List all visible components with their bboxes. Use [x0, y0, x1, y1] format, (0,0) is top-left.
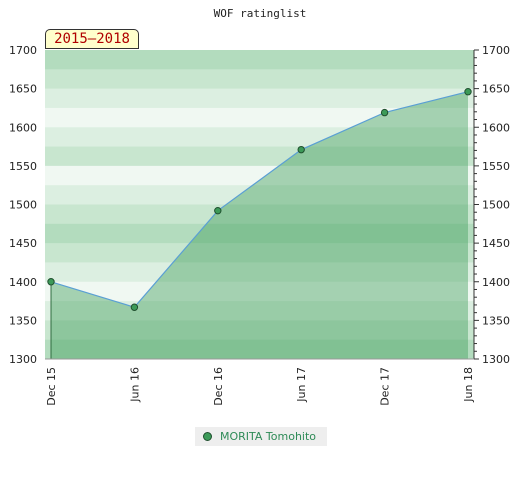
data-point [464, 88, 472, 96]
y-tick-label-left: 1500 [9, 199, 37, 212]
background-band [45, 127, 474, 148]
background-band [45, 223, 474, 244]
y-tick-label-right: 1300 [482, 353, 510, 366]
y-tick-label-left: 1400 [9, 276, 37, 289]
x-tick-label: Dec 16 [212, 367, 225, 406]
x-tick-label: Dec 15 [45, 367, 58, 406]
legend[interactable]: MORITA Tomohito [195, 427, 327, 446]
y-tick-label-right: 1400 [482, 276, 510, 289]
background-band [45, 301, 474, 321]
y-tick-label-right: 1500 [482, 199, 510, 212]
background-band [45, 339, 474, 360]
background-band [45, 165, 474, 186]
data-point [214, 206, 222, 215]
background-band [45, 69, 474, 90]
y-axis-left-ticks: 1300 1350 1400 1450 1500 1550 1600 1650 1700 [9, 44, 37, 366]
y-axis-right-ticks: 1300 1350 1400 1450 1500 1550 1600 1650 1700 [474, 44, 510, 366]
y-tick-label-left: 1350 [9, 314, 37, 327]
x-tick-label: Jun 16 [128, 367, 141, 403]
y-tick-label-right: 1600 [482, 121, 510, 134]
background-band [45, 320, 474, 341]
background-band [45, 185, 474, 205]
y-tick-label-left: 1300 [9, 353, 37, 366]
y-tick-label-left: 1550 [9, 160, 37, 173]
y-tick-label-left: 1650 [9, 83, 37, 96]
background-band [45, 262, 474, 283]
background-band [45, 88, 474, 109]
series-line [50, 91, 469, 308]
y-tick-label-right: 1650 [482, 83, 510, 96]
y-tick-label-left: 1700 [9, 44, 37, 57]
y-tick-label-right: 1450 [482, 237, 510, 250]
y-tick-label-left: 1600 [9, 121, 37, 134]
background-band [45, 243, 474, 263]
chart-title: WOF ratinglist [214, 7, 307, 20]
background-band [45, 50, 474, 70]
y-tick-label-right: 1700 [482, 44, 510, 57]
x-tick-label: Dec 17 [379, 367, 392, 406]
x-axis-ticks: Dec 15 Jun 16 Dec 16 Jun 17 Dec 17 Jun 18 [45, 367, 475, 406]
background-band [45, 107, 474, 128]
x-tick-label: Jun 18 [462, 367, 475, 403]
data-point [380, 108, 389, 117]
background-bands [45, 50, 474, 360]
background-band [45, 146, 474, 167]
data-point [297, 145, 305, 154]
y-tick-label-right: 1350 [482, 314, 510, 327]
legend-marker-icon [203, 432, 212, 441]
legend-label: MORITA Tomohito [220, 430, 317, 443]
y-tick-label-left: 1450 [9, 237, 37, 250]
data-point [130, 303, 139, 311]
series-area [51, 91, 468, 359]
y-tick-label-right: 1550 [482, 160, 510, 173]
period-badge: 2015–2018 [45, 29, 139, 49]
x-tick-label: Jun 17 [295, 367, 308, 403]
background-band [45, 204, 474, 225]
data-markers [47, 88, 472, 311]
data-point [47, 278, 55, 286]
